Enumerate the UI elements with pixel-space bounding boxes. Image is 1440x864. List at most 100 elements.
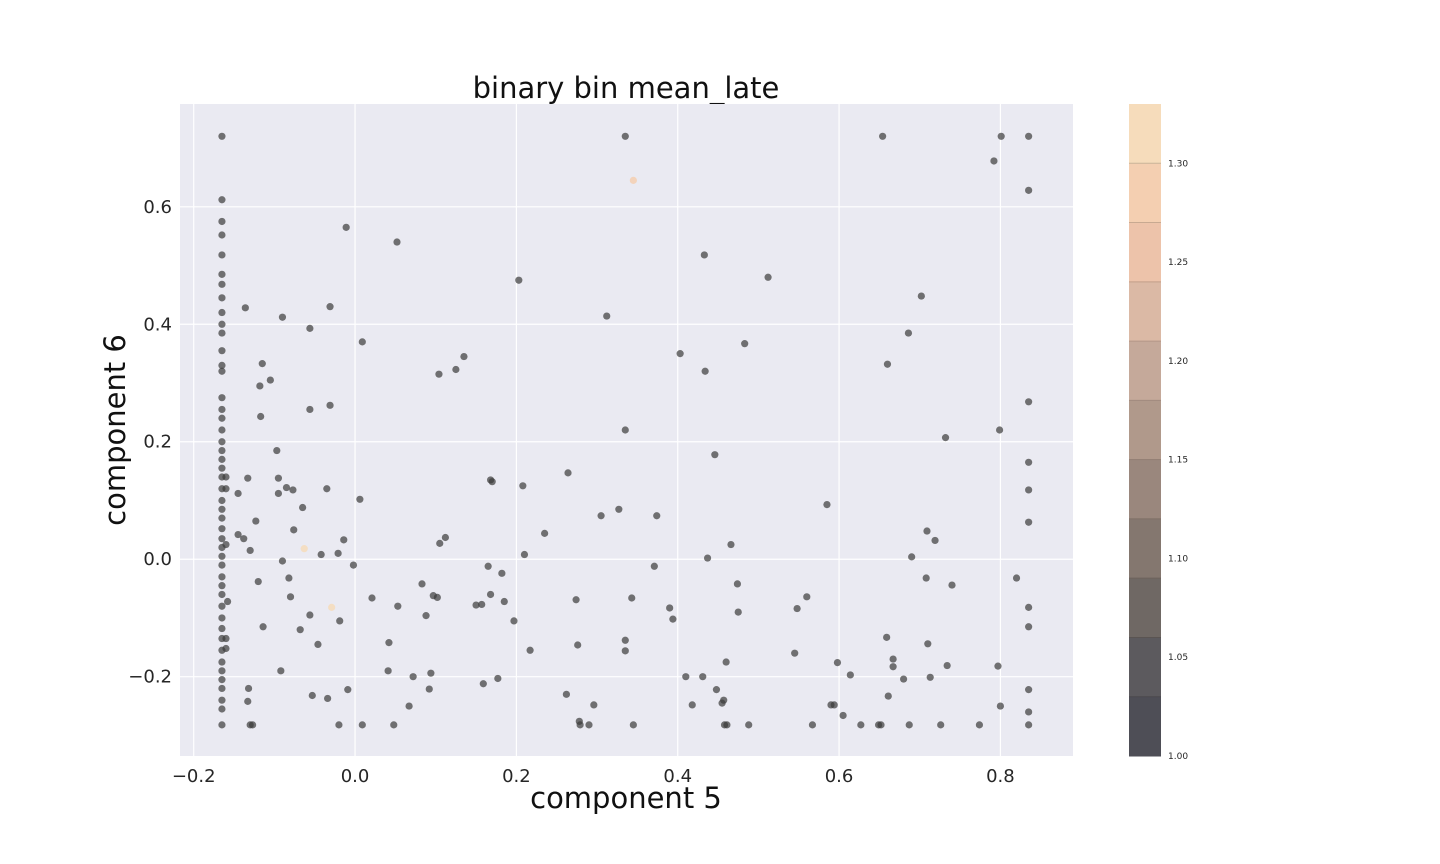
- scatter-point: [324, 694, 332, 703]
- y-axis-title: component 6: [98, 334, 132, 526]
- colorbar-tick-labels: 1.00 1.05 1.10 1.15 1.20 1.25 1.30: [1168, 159, 1188, 762]
- scatter-point: [908, 553, 916, 561]
- scatter-point: [905, 721, 913, 729]
- scatter-point: [723, 721, 731, 729]
- scatter-point: [306, 324, 314, 332]
- scatter-point: [650, 562, 658, 570]
- scatter-point: [252, 517, 260, 525]
- scatter-point: [427, 669, 435, 677]
- scatter-point: [857, 721, 865, 729]
- scatter-point: [254, 577, 262, 586]
- scatter-point: [340, 536, 348, 544]
- y-tick-label: 0.4: [143, 314, 172, 335]
- colorbar-segment: [1129, 400, 1161, 461]
- scatter-point: [244, 697, 252, 705]
- scatter-point: [300, 545, 308, 553]
- scatter-point: [676, 350, 684, 358]
- colorbar: [1129, 104, 1161, 757]
- x-tick-label: −0.2: [172, 766, 216, 787]
- scatter-point: [218, 251, 226, 259]
- scatter-point: [823, 500, 831, 509]
- scatter-point: [342, 223, 350, 231]
- scatter-point: [486, 590, 495, 599]
- scatter-point: [218, 496, 226, 505]
- scatter-point: [722, 658, 730, 666]
- scatter-point: [975, 721, 984, 729]
- scatter-point: [590, 701, 598, 709]
- colorbar-tick-label: 1.15: [1168, 456, 1188, 466]
- scatter-point: [218, 329, 226, 337]
- scatter-point: [1025, 486, 1033, 494]
- scatter-point: [1025, 398, 1033, 406]
- scatter-point: [899, 675, 908, 683]
- scatter-point: [621, 132, 629, 140]
- scatter-point: [990, 157, 998, 165]
- scatter-point: [621, 426, 629, 434]
- scatter-point: [274, 489, 283, 498]
- scatter-point: [478, 600, 486, 609]
- scatter-point: [712, 686, 721, 694]
- scatter-point: [335, 721, 343, 729]
- scatter-point: [306, 405, 314, 414]
- scatter-point: [621, 647, 629, 655]
- scatter-point: [830, 701, 838, 709]
- scatter-point: [218, 446, 226, 455]
- x-tick-labels: −0.2 0.0 0.2 0.4 0.6 0.8: [172, 766, 1015, 787]
- scatter-point: [334, 549, 342, 557]
- scatter-point: [218, 535, 226, 543]
- scatter-point: [701, 367, 709, 375]
- scatter-point: [277, 667, 285, 675]
- x-tick-label: 0.6: [825, 766, 854, 787]
- scatter-point: [393, 238, 401, 246]
- scatter-point: [218, 361, 226, 369]
- scatter-point: [498, 569, 506, 577]
- y-tick-label: 0.2: [143, 432, 172, 453]
- scatter-point: [621, 636, 629, 644]
- scatter-point: [917, 292, 925, 300]
- data-points: [218, 132, 1033, 729]
- scatter-point: [218, 270, 226, 278]
- colorbar-tick-label: 1.25: [1168, 258, 1188, 268]
- x-axis-title: component 5: [530, 781, 722, 815]
- scatter-point: [385, 639, 393, 647]
- scatter-point: [358, 338, 366, 346]
- scatter-point: [218, 196, 226, 204]
- colorbar-tick-label: 1.30: [1168, 159, 1188, 169]
- scatter-point: [223, 597, 232, 606]
- scatter-point: [937, 721, 945, 729]
- scatter-point: [218, 294, 226, 302]
- scatter-point: [526, 646, 534, 654]
- scatter-point: [1025, 603, 1033, 611]
- scatter-point: [405, 702, 413, 710]
- scatter-point: [793, 604, 801, 613]
- scatter-point: [326, 303, 334, 311]
- colorbar-tick-label: 1.05: [1168, 653, 1188, 663]
- scatter-point: [218, 684, 226, 693]
- scatter-point: [452, 365, 460, 374]
- scatter-point: [1025, 458, 1033, 466]
- scatter-point: [218, 280, 226, 288]
- scatter-point: [218, 705, 226, 713]
- scatter-point: [218, 676, 226, 684]
- scatter-point: [924, 640, 932, 648]
- scatter-point: [218, 426, 226, 434]
- x-tick-label: 0.4: [663, 766, 692, 787]
- scatter-point: [688, 701, 696, 709]
- scatter-point: [741, 340, 749, 348]
- scatter-point: [839, 711, 847, 720]
- scatter-point: [218, 614, 226, 622]
- scatter-point: [435, 370, 443, 378]
- scatter-point: [266, 376, 274, 384]
- scatter-point: [653, 512, 661, 520]
- scatter-point: [259, 623, 267, 631]
- scatter-point: [222, 485, 230, 493]
- scatter-point: [274, 474, 283, 482]
- scatter-point: [1012, 574, 1021, 582]
- scatter-point: [615, 505, 623, 513]
- scatter-point: [249, 721, 257, 729]
- scatter-point: [218, 308, 226, 317]
- scatter-point: [1025, 686, 1033, 694]
- colorbar-segment: [1129, 518, 1161, 579]
- scatter-point: [289, 486, 297, 494]
- scatter-point: [433, 593, 441, 602]
